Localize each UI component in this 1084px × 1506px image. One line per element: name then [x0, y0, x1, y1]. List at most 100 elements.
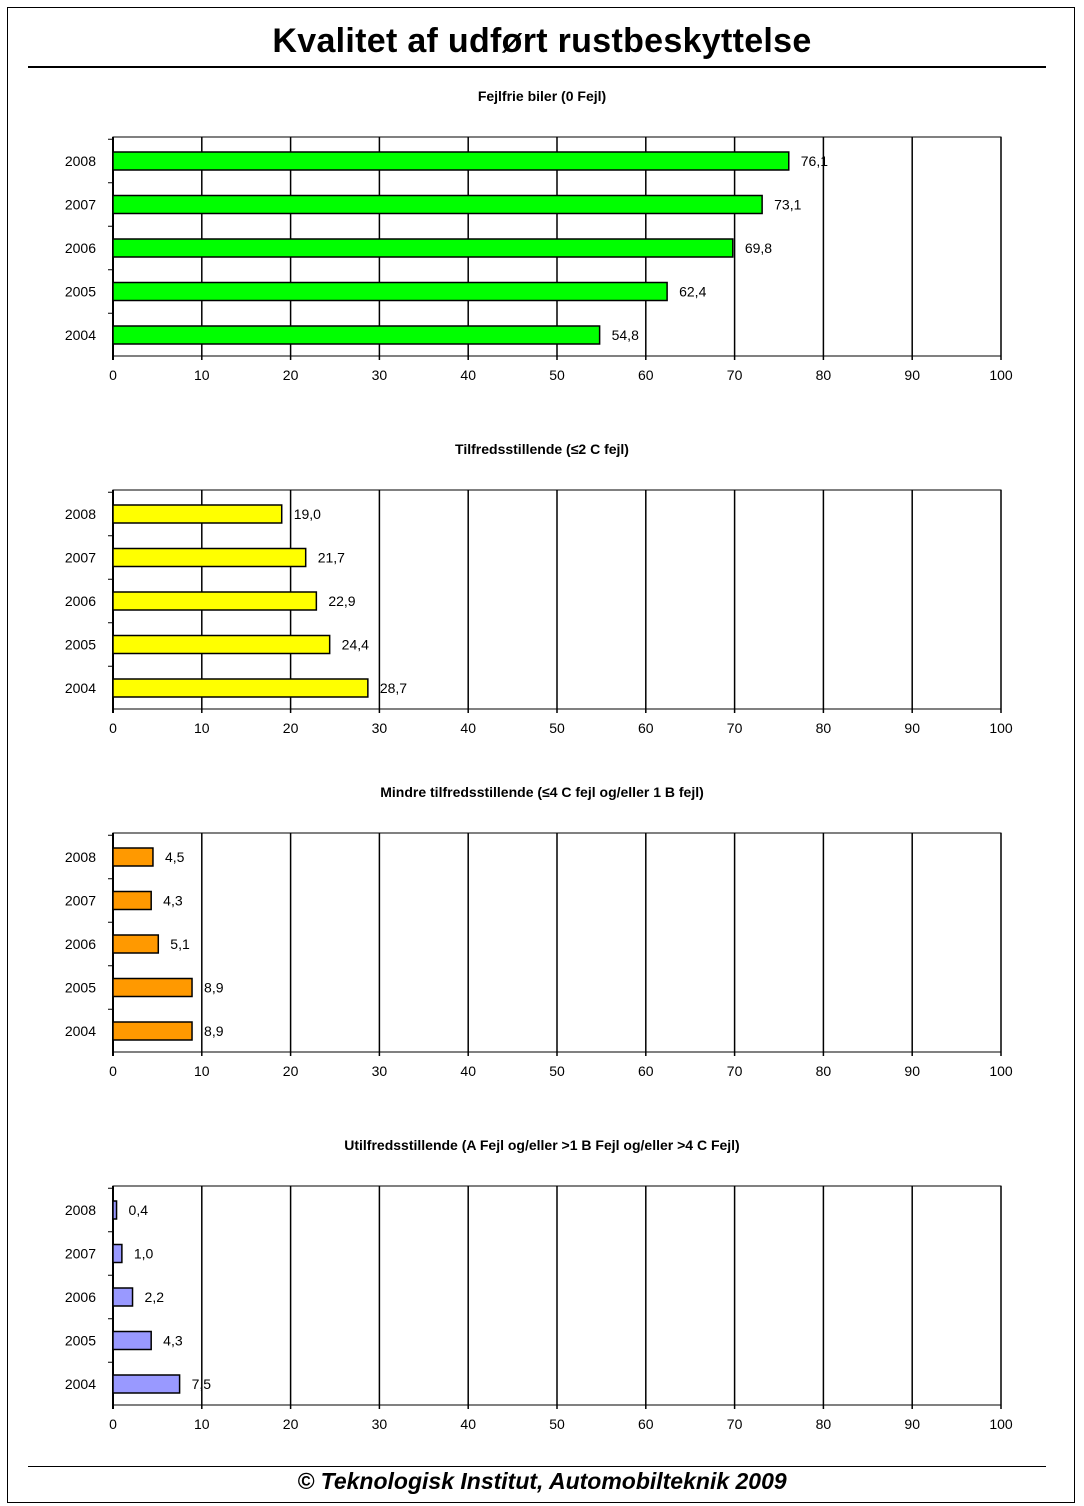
y-category-label: 2007: [65, 1246, 96, 1262]
x-tick-label: 60: [638, 367, 654, 383]
data-label: 24,4: [342, 637, 369, 653]
x-tick-label: 20: [283, 1063, 299, 1079]
chart-title: Utilfredsstillende (A Fejl og/eller >1 B…: [344, 1137, 739, 1153]
x-tick-label: 10: [194, 1063, 210, 1079]
x-tick-label: 90: [904, 720, 920, 736]
footer-divider: [28, 1466, 1046, 1467]
bar: [112, 1287, 134, 1307]
x-tick-label: 10: [194, 720, 210, 736]
x-tick-label: 30: [372, 1063, 388, 1079]
data-label: 0,4: [129, 1202, 149, 1218]
x-tick-label: 20: [283, 1416, 299, 1432]
x-tick-label: 70: [727, 367, 743, 383]
bar: [112, 591, 318, 611]
x-tick-label: 50: [549, 720, 565, 736]
y-category-label: 2008: [65, 506, 96, 522]
x-tick-label: 40: [460, 1416, 476, 1432]
data-label: 1,0: [134, 1246, 154, 1262]
bar: [112, 325, 601, 345]
x-tick-label: 100: [989, 367, 1013, 383]
y-category-label: 2004: [65, 1376, 96, 1392]
bar: [112, 547, 307, 568]
y-category-label: 2004: [65, 1023, 96, 1039]
chart-4: Utilfredsstillende (A Fejl og/eller >1 B…: [65, 1137, 1013, 1432]
bar: [112, 1021, 193, 1041]
x-tick-label: 50: [549, 1416, 565, 1432]
data-label: 69,8: [745, 240, 772, 256]
bar: [112, 890, 152, 911]
bar: [112, 281, 668, 302]
x-tick-label: 0: [109, 367, 117, 383]
data-label: 76,1: [801, 153, 828, 169]
y-category-label: 2005: [65, 284, 96, 300]
y-category-label: 2005: [65, 637, 96, 653]
y-category-label: 2005: [65, 980, 96, 996]
bar: [112, 151, 790, 171]
data-label: 62,4: [679, 284, 706, 300]
x-tick-label: 20: [283, 720, 299, 736]
data-label: 7,5: [192, 1376, 212, 1392]
y-category-label: 2008: [65, 153, 96, 169]
bar: [112, 678, 369, 698]
x-tick-label: 10: [194, 367, 210, 383]
bar: [112, 977, 193, 998]
data-label: 8,9: [204, 980, 224, 996]
bar: [112, 634, 331, 655]
data-label: 22,9: [328, 593, 355, 609]
y-category-label: 2007: [65, 550, 96, 566]
x-tick-label: 100: [989, 720, 1013, 736]
x-tick-label: 70: [727, 720, 743, 736]
bar: [112, 1200, 118, 1220]
x-tick-label: 80: [816, 720, 832, 736]
data-label: 73,1: [774, 197, 801, 213]
x-tick-label: 0: [109, 720, 117, 736]
x-tick-label: 80: [816, 367, 832, 383]
data-label: 4,3: [163, 893, 183, 909]
y-category-label: 2006: [65, 1289, 96, 1305]
bar: [112, 847, 154, 867]
x-tick-label: 40: [460, 720, 476, 736]
chart-title: Mindre tilfredsstillende (≤4 C fejl og/e…: [380, 784, 704, 800]
bar: [112, 934, 160, 954]
data-label: 4,3: [163, 1333, 183, 1349]
x-tick-label: 80: [816, 1416, 832, 1432]
data-label: 5,1: [170, 936, 190, 952]
y-category-label: 2008: [65, 849, 96, 865]
y-category-label: 2008: [65, 1202, 96, 1218]
data-label: 21,7: [318, 550, 345, 566]
x-tick-label: 70: [727, 1416, 743, 1432]
data-label: 28,7: [380, 680, 407, 696]
data-label: 8,9: [204, 1023, 224, 1039]
page-title: Kvalitet af udført rustbeskyttelse: [272, 22, 812, 60]
x-tick-label: 90: [904, 1063, 920, 1079]
footer-copyright: © Teknologisk Institut, Automobilteknik …: [297, 1468, 787, 1494]
x-tick-label: 100: [989, 1063, 1013, 1079]
bar: [112, 1330, 152, 1351]
data-label: 54,8: [612, 327, 639, 343]
y-category-label: 2006: [65, 240, 96, 256]
y-category-label: 2006: [65, 936, 96, 952]
x-tick-label: 30: [372, 1416, 388, 1432]
bar: [112, 194, 763, 215]
x-tick-label: 10: [194, 1416, 210, 1432]
y-category-label: 2007: [65, 893, 96, 909]
bar: [112, 1243, 123, 1264]
bar: [112, 504, 283, 524]
chart-1: Fejlfrie biler (0 Fejl) 0 10 20 30 40 50 60 70 80…: [65, 88, 1013, 383]
x-tick-label: 0: [109, 1416, 117, 1432]
chart-title: Fejlfrie biler (0 Fejl): [478, 88, 606, 104]
data-label: 19,0: [294, 506, 321, 522]
x-tick-label: 80: [816, 1063, 832, 1079]
y-category-label: 2007: [65, 197, 96, 213]
bar: [112, 1374, 181, 1394]
x-tick-label: 30: [372, 720, 388, 736]
x-tick-label: 70: [727, 1063, 743, 1079]
y-category-label: 2004: [65, 680, 96, 696]
chart-2: Tilfredsstillende (≤2 C fejl) 0 10 20 30 40 50…: [65, 441, 1013, 736]
x-tick-label: 90: [904, 367, 920, 383]
bar: [112, 238, 734, 258]
y-category-label: 2005: [65, 1333, 96, 1349]
x-tick-label: 40: [460, 1063, 476, 1079]
x-tick-label: 30: [372, 367, 388, 383]
